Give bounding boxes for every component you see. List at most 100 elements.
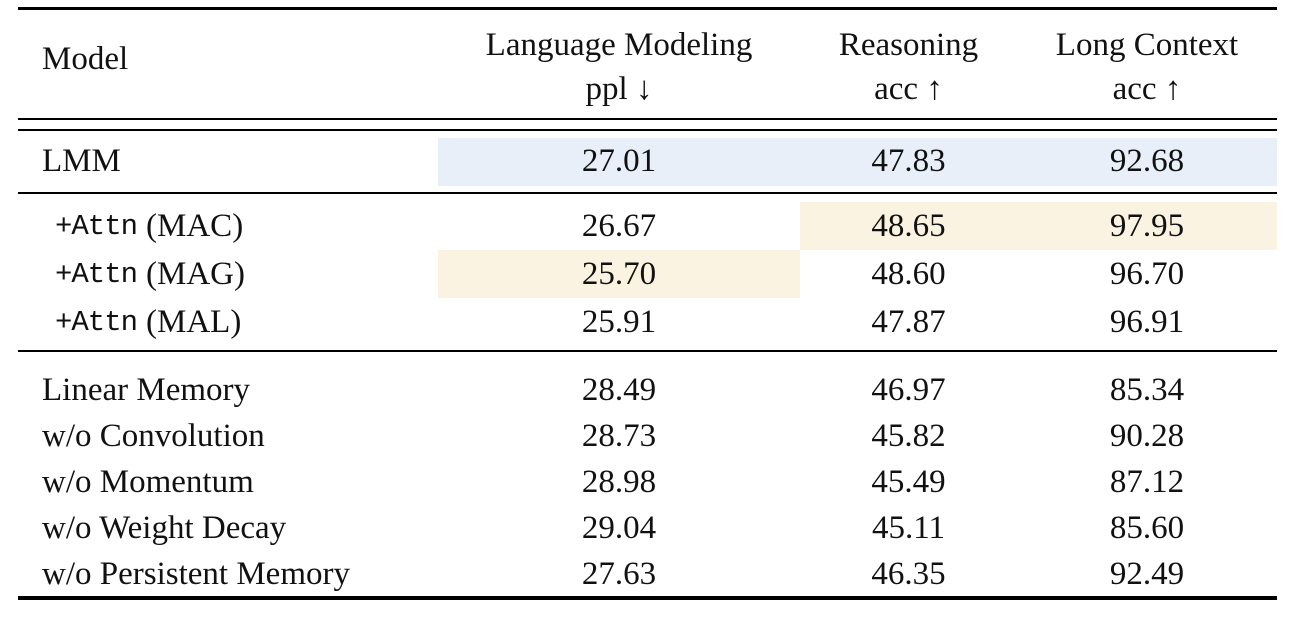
header-reasoning: Reasoning acc ↑ xyxy=(800,10,1017,118)
header-reasoning-line2: acc ↑ xyxy=(874,71,943,107)
model-label: w/o Momentum xyxy=(42,463,254,500)
double-rule-gap xyxy=(18,120,1277,129)
long-context-value-cell: 90.28 xyxy=(1017,412,1277,460)
table-row-attn-mal: +Attn (MAL) 25.91 47.87 96.91 xyxy=(18,298,1277,346)
model-label: LMM xyxy=(42,143,121,179)
model-label: w/o Persistent Memory xyxy=(42,555,350,592)
table-rule-top xyxy=(18,7,1277,10)
ppl-value-cell: 27.01 xyxy=(438,131,800,192)
long-context-value: 90.28 xyxy=(1109,417,1185,454)
ppl-value: 28.98 xyxy=(581,463,657,500)
model-label-mono: +Attn xyxy=(55,209,138,243)
highlight-baseline: 27.01 xyxy=(438,137,800,186)
reasoning-value-cell: 48.65 xyxy=(800,202,1017,250)
model-label: +Attn (MAL) xyxy=(18,298,438,346)
highlight-best: 48.65 xyxy=(800,202,1017,250)
model-label: w/o Convolution xyxy=(42,417,265,454)
header-language-modeling: Language Modeling ppl ↓ xyxy=(438,10,800,118)
header-model: Model xyxy=(18,10,438,118)
long-context-value: 85.34 xyxy=(1109,371,1185,408)
reasoning-value: 45.82 xyxy=(871,417,946,454)
ppl-value: 28.49 xyxy=(581,371,657,408)
header-model-label: Model xyxy=(42,40,129,77)
ablation-section: Linear Memory 28.49 46.97 85.34 w/o Conv… xyxy=(18,352,1277,596)
long-context-value: 85.60 xyxy=(1109,509,1185,546)
long-context-value-cell: 96.70 xyxy=(1017,250,1277,298)
ppl-value-cell: 26.67 xyxy=(438,202,800,250)
long-context-value-cell: 87.12 xyxy=(1017,458,1277,506)
ablation-table: Model Language Modeling ppl ↓ Reasoning … xyxy=(18,7,1277,600)
header-long-context: Long Context acc ↑ xyxy=(1017,10,1277,118)
ppl-value-cell: 28.98 xyxy=(438,458,800,506)
long-context-value-cell: 92.49 xyxy=(1017,550,1277,598)
long-context-value-cell: 97.95 xyxy=(1017,202,1277,250)
model-label-mono: +Attn xyxy=(55,305,138,339)
ppl-value-cell: 28.73 xyxy=(438,412,800,460)
table-row-lmm: LMM 27.01 47.83 92.68 xyxy=(18,131,1277,192)
long-context-value-cell: 96.91 xyxy=(1017,298,1277,346)
ppl-value-cell: 25.91 xyxy=(438,298,800,346)
reasoning-value: 48.60 xyxy=(871,255,946,292)
ppl-value: 26.67 xyxy=(581,207,657,244)
reasoning-value-cell: 47.87 xyxy=(800,298,1017,346)
long-context-value: 96.91 xyxy=(1109,303,1185,340)
highlight-best: 97.95 xyxy=(1017,202,1277,250)
model-label-mono: +Attn xyxy=(55,257,138,291)
double-rule-line1 xyxy=(18,118,1277,120)
table-row-linear-memory: Linear Memory 28.49 46.97 85.34 xyxy=(18,366,1277,412)
double-rule-line2 xyxy=(18,129,1277,131)
header-reasoning-line1: Reasoning xyxy=(838,27,979,63)
model-label-variant: (MAG) xyxy=(146,255,245,292)
long-context-value-cell: 85.34 xyxy=(1017,366,1277,414)
long-context-value: 96.70 xyxy=(1109,255,1185,292)
reasoning-value: 46.97 xyxy=(871,371,946,408)
highlight-baseline: 47.83 xyxy=(800,137,1017,186)
reasoning-value-cell: 45.49 xyxy=(800,458,1017,506)
table-row-wo-convolution: w/o Convolution 28.73 45.82 90.28 xyxy=(18,412,1277,458)
header-language-modeling-line2: ppl ↓ xyxy=(585,71,653,107)
reasoning-value-cell: 46.97 xyxy=(800,366,1017,414)
model-label: Linear Memory xyxy=(42,371,251,408)
ppl-value: 28.73 xyxy=(581,417,657,454)
ppl-value-cell: 29.04 xyxy=(438,504,800,552)
model-label: +Attn (MAC) xyxy=(18,202,438,250)
ppl-value: 29.04 xyxy=(581,509,657,546)
long-context-value: 92.49 xyxy=(1109,555,1185,592)
long-context-value: 87.12 xyxy=(1109,463,1185,500)
table-row-wo-persistent-memory: w/o Persistent Memory 27.63 46.35 92.49 xyxy=(18,550,1277,596)
ppl-value-cell: 27.63 xyxy=(438,550,800,598)
table-row-wo-momentum: w/o Momentum 28.98 45.49 87.12 xyxy=(18,458,1277,504)
reasoning-value: 45.11 xyxy=(871,509,946,546)
long-context-value-cell: 92.68 xyxy=(1017,131,1277,192)
table-rule-after-lmm xyxy=(18,192,1277,194)
ppl-value-cell: 28.49 xyxy=(438,366,800,414)
reasoning-value: 46.35 xyxy=(871,555,946,592)
reasoning-value-cell: 45.11 xyxy=(800,504,1017,552)
model-label: w/o Weight Decay xyxy=(42,509,287,546)
reasoning-value-cell: 47.83 xyxy=(800,131,1017,192)
model-label-variant: (MAC) xyxy=(146,207,244,244)
ppl-value: 25.91 xyxy=(581,303,657,340)
table-rule-after-attn xyxy=(18,350,1277,352)
reasoning-value-cell: 48.60 xyxy=(800,250,1017,298)
reasoning-value-cell: 45.82 xyxy=(800,412,1017,460)
table-row-attn-mag: +Attn (MAG) 25.70 48.60 96.70 xyxy=(18,250,1277,298)
reasoning-value: 45.49 xyxy=(871,463,946,500)
long-context-value-cell: 85.60 xyxy=(1017,504,1277,552)
attn-variants-section: +Attn (MAC) 26.67 48.65 97.95 +Attn (MAG… xyxy=(18,194,1277,350)
table-row-attn-mac: +Attn (MAC) 26.67 48.65 97.95 xyxy=(18,202,1277,250)
ppl-value: 27.63 xyxy=(581,555,657,592)
ppl-value-cell: 25.70 xyxy=(438,250,800,298)
header-long-context-line1: Long Context xyxy=(1055,27,1239,63)
model-label-variant: (MAL) xyxy=(146,303,242,340)
header-long-context-line2: acc ↑ xyxy=(1112,71,1182,107)
table-rule-bottom xyxy=(18,596,1277,600)
table-row-wo-weight-decay: w/o Weight Decay 29.04 45.11 85.60 xyxy=(18,504,1277,550)
highlight-baseline: 92.68 xyxy=(1017,137,1277,186)
reasoning-value: 47.87 xyxy=(871,303,946,340)
table-rule-header-double xyxy=(18,118,1277,131)
table-header-row: Model Language Modeling ppl ↓ Reasoning … xyxy=(18,10,1277,118)
model-label: +Attn (MAG) xyxy=(18,250,438,298)
header-language-modeling-line1: Language Modeling xyxy=(485,27,753,63)
reasoning-value-cell: 46.35 xyxy=(800,550,1017,598)
